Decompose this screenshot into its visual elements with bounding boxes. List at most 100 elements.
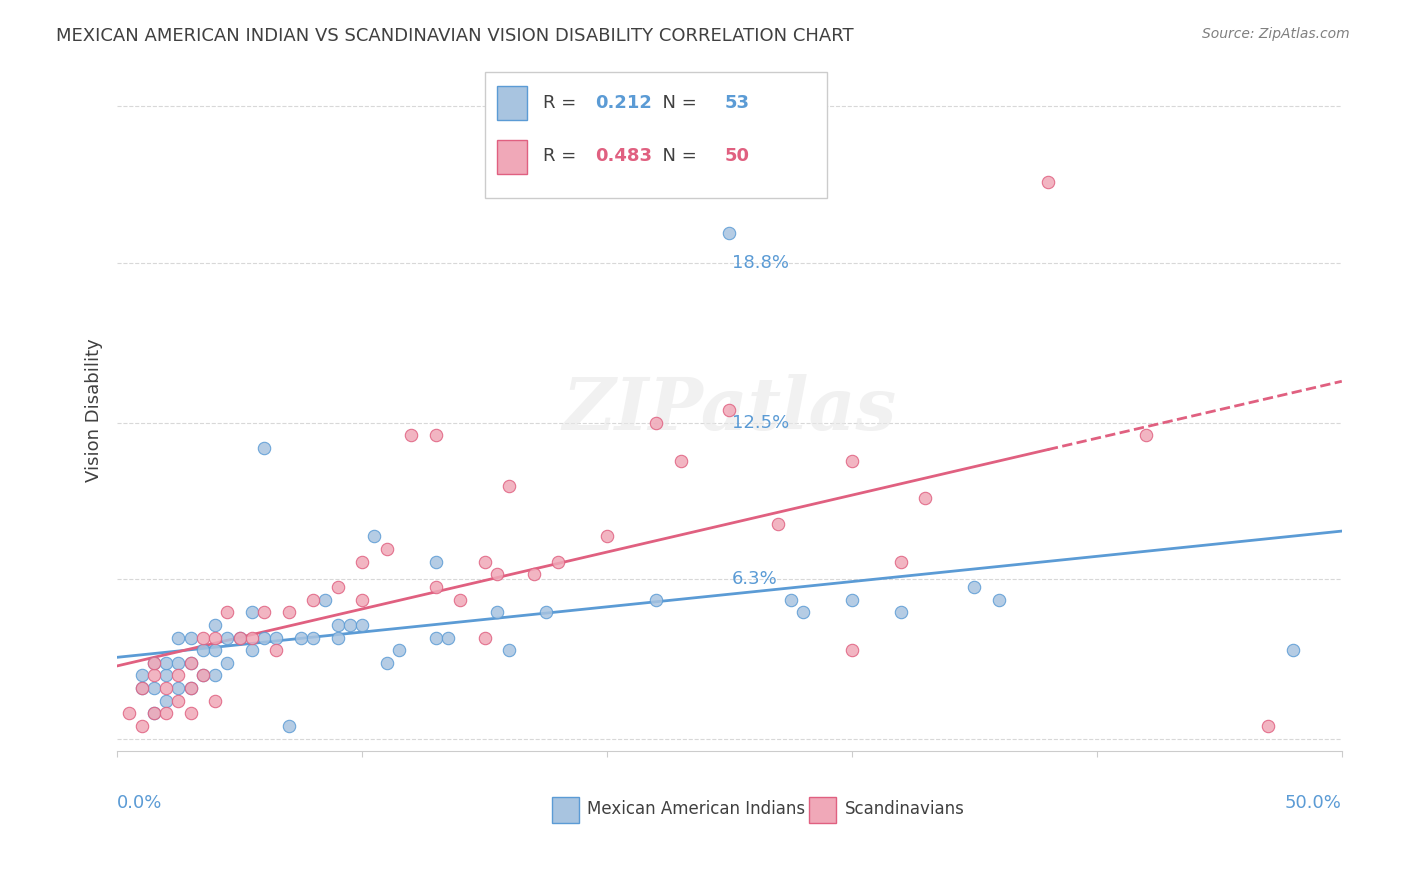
- Point: [498, 643, 520, 657]
- Point: [253, 441, 276, 455]
- Point: [142, 681, 165, 695]
- Point: [240, 631, 263, 645]
- Point: [167, 668, 190, 682]
- Point: [191, 668, 214, 682]
- Point: [217, 605, 239, 619]
- FancyBboxPatch shape: [496, 140, 527, 174]
- Point: [352, 592, 374, 607]
- Point: [841, 453, 863, 467]
- Point: [485, 567, 508, 582]
- Point: [474, 631, 496, 645]
- Point: [204, 694, 226, 708]
- Point: [167, 694, 190, 708]
- Text: 6.3%: 6.3%: [733, 570, 778, 589]
- Point: [253, 605, 276, 619]
- Point: [669, 453, 692, 467]
- Point: [352, 618, 374, 632]
- FancyBboxPatch shape: [808, 797, 837, 823]
- Text: MEXICAN AMERICAN INDIAN VS SCANDINAVIAN VISION DISABILITY CORRELATION CHART: MEXICAN AMERICAN INDIAN VS SCANDINAVIAN …: [56, 27, 853, 45]
- Point: [890, 605, 912, 619]
- Point: [449, 592, 471, 607]
- Point: [167, 656, 190, 670]
- Point: [266, 643, 288, 657]
- Point: [547, 555, 569, 569]
- Point: [155, 681, 177, 695]
- Point: [314, 592, 336, 607]
- Point: [388, 643, 411, 657]
- Point: [191, 631, 214, 645]
- Text: R =: R =: [543, 94, 582, 112]
- Text: N =: N =: [651, 94, 703, 112]
- Point: [155, 656, 177, 670]
- Point: [485, 605, 508, 619]
- Text: Scandinavians: Scandinavians: [845, 800, 965, 818]
- Point: [131, 681, 153, 695]
- Point: [180, 656, 202, 670]
- Point: [118, 706, 141, 721]
- Point: [131, 668, 153, 682]
- Point: [375, 542, 398, 557]
- Point: [142, 656, 165, 670]
- Point: [180, 631, 202, 645]
- Point: [191, 643, 214, 657]
- Point: [399, 428, 422, 442]
- Point: [779, 592, 801, 607]
- Point: [425, 631, 447, 645]
- Point: [425, 580, 447, 594]
- Point: [142, 706, 165, 721]
- Y-axis label: Vision Disability: Vision Disability: [86, 338, 103, 482]
- Point: [180, 656, 202, 670]
- Point: [645, 592, 668, 607]
- Point: [645, 416, 668, 430]
- Point: [204, 631, 226, 645]
- Point: [363, 529, 385, 543]
- Text: Source: ZipAtlas.com: Source: ZipAtlas.com: [1202, 27, 1350, 41]
- Point: [240, 605, 263, 619]
- Point: [841, 592, 863, 607]
- Point: [339, 618, 361, 632]
- Point: [217, 631, 239, 645]
- Point: [302, 592, 325, 607]
- Point: [167, 681, 190, 695]
- Text: 50: 50: [724, 147, 749, 165]
- Point: [142, 668, 165, 682]
- Point: [1281, 643, 1303, 657]
- Point: [498, 479, 520, 493]
- Point: [204, 643, 226, 657]
- Point: [1257, 719, 1279, 733]
- Text: 0.483: 0.483: [595, 147, 652, 165]
- Point: [437, 631, 460, 645]
- Point: [142, 706, 165, 721]
- Point: [987, 592, 1010, 607]
- Text: 12.5%: 12.5%: [733, 414, 789, 432]
- Point: [180, 706, 202, 721]
- Point: [167, 631, 190, 645]
- Point: [277, 719, 299, 733]
- Text: 18.8%: 18.8%: [733, 254, 789, 272]
- Point: [228, 631, 250, 645]
- Text: ZIPatlas: ZIPatlas: [562, 375, 897, 445]
- Point: [425, 555, 447, 569]
- Point: [155, 706, 177, 721]
- Point: [890, 555, 912, 569]
- Point: [266, 631, 288, 645]
- Point: [326, 618, 349, 632]
- Text: 53: 53: [724, 94, 749, 112]
- Point: [718, 403, 741, 417]
- Point: [768, 516, 790, 531]
- Point: [375, 656, 398, 670]
- Text: Mexican American Indians: Mexican American Indians: [588, 800, 806, 818]
- Point: [534, 605, 557, 619]
- FancyBboxPatch shape: [485, 72, 828, 198]
- Point: [180, 681, 202, 695]
- Point: [204, 668, 226, 682]
- Point: [596, 529, 619, 543]
- Text: N =: N =: [651, 147, 703, 165]
- Point: [1135, 428, 1157, 442]
- Point: [474, 555, 496, 569]
- Point: [718, 226, 741, 240]
- FancyBboxPatch shape: [496, 86, 527, 120]
- Point: [228, 631, 250, 645]
- Text: 0.212: 0.212: [595, 94, 651, 112]
- Point: [180, 681, 202, 695]
